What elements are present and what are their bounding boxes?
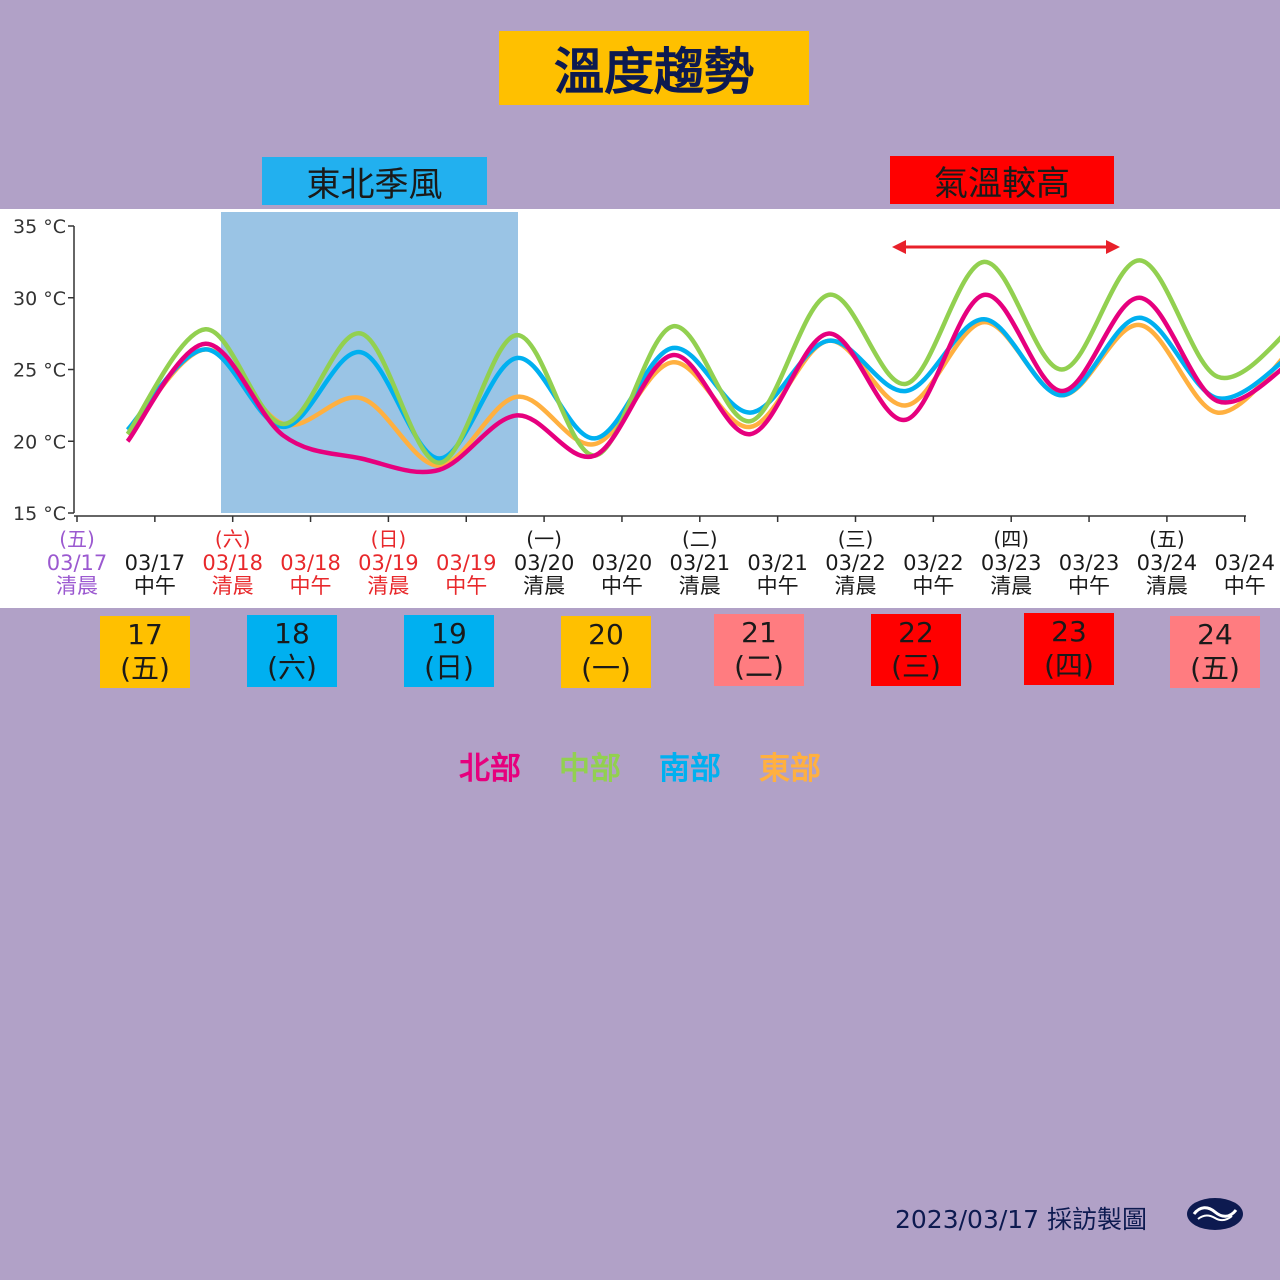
day-box-20: 20 (一): [561, 616, 651, 688]
x-time-label: 清晨: [523, 574, 565, 598]
x-time-label: 清晨: [679, 574, 721, 598]
monsoon-label: 東北季風: [262, 157, 487, 205]
day-date: 18: [274, 617, 310, 650]
x-date-label: 03/19: [436, 551, 497, 575]
series-line-2: [125, 315, 1280, 461]
x-date-label: 03/18: [202, 551, 263, 575]
warm-label: 氣溫較高: [890, 156, 1114, 204]
day-weekday: (三): [891, 650, 941, 683]
y-tick-label: 25 °C: [13, 360, 66, 382]
chart-panel: 35 °C 30 °C 25 °C 20 °C 15 °C (五) 03/17 清晨 03/1…: [0, 209, 1280, 608]
x-weekday-label: (五): [1149, 527, 1185, 551]
day-date: 17: [127, 618, 163, 651]
x-date-label: 03/21: [670, 551, 731, 575]
day-weekday: (二): [734, 650, 784, 683]
x-time-label: 清晨: [367, 574, 409, 598]
day-weekday: (六): [267, 651, 317, 684]
day-box-24: 24 (五): [1170, 616, 1260, 688]
day-date: 24: [1197, 618, 1233, 651]
y-tick-label: 35 °C: [13, 216, 66, 238]
series-line-1: [125, 258, 1280, 466]
series-line-0: [125, 292, 1280, 475]
day-weekday: (五): [120, 652, 170, 685]
day-box-22: 22 (三): [871, 614, 961, 686]
x-weekday-label: (三): [838, 527, 874, 551]
day-box-21: 21 (二): [714, 614, 804, 686]
x-weekday-label: (五): [59, 527, 95, 551]
x-time-label: 中午: [757, 574, 799, 598]
x-weekday-label: (一): [526, 527, 562, 551]
x-time-label: 中午: [1068, 574, 1110, 598]
legend-central: 中部: [559, 751, 621, 787]
day-date: 19: [431, 617, 467, 650]
day-date: 20: [588, 618, 624, 651]
x-weekday-label: (六): [215, 527, 251, 551]
x-time-label: 中午: [134, 574, 176, 598]
x-date-label: 03/17: [47, 551, 108, 575]
day-date: 22: [898, 616, 934, 649]
monsoon-shade: [221, 212, 518, 513]
day-weekday: (五): [1190, 652, 1240, 685]
x-date-label: 03/20: [592, 551, 653, 575]
x-date-label: 03/18: [280, 551, 341, 575]
x-date-label: 03/19: [358, 551, 419, 575]
x-date-label: 03/20: [514, 551, 575, 575]
x-date-label: 03/17: [125, 551, 186, 575]
legend-south: 南部: [659, 751, 721, 787]
day-weekday: (日): [424, 651, 474, 684]
x-date-label: 03/24: [1137, 551, 1198, 575]
x-time-label: 清晨: [212, 574, 254, 598]
day-date: 23: [1051, 615, 1087, 648]
day-box-19: 19 (日): [404, 615, 494, 687]
footer-credit: 2023/03/17 採訪製圖: [895, 1205, 1148, 1234]
legend: 北部 中部 南部 東部: [0, 743, 1280, 788]
temperature-chart: 35 °C30 °C25 °C20 °C15 °C (五)03/17清晨03/1…: [13, 212, 1280, 598]
x-date-label: 03/23: [1059, 551, 1120, 575]
day-weekday: (一): [581, 652, 631, 685]
y-tick-label: 15 °C: [13, 503, 66, 525]
x-time-label: 清晨: [835, 574, 877, 598]
x-time-label: 中午: [445, 574, 487, 598]
y-tick-label: 30 °C: [13, 288, 66, 310]
x-time-label: 清晨: [1146, 574, 1188, 598]
day-weekday: (四): [1044, 649, 1094, 682]
warm-range-arrow: [892, 240, 1120, 254]
x-weekday-label: (二): [682, 527, 718, 551]
x-date-label: 03/22: [903, 551, 964, 575]
x-date-label: 03/24: [1214, 551, 1275, 575]
x-weekday-label: (四): [993, 527, 1029, 551]
day-box-17: 17 (五): [100, 616, 190, 688]
x-time-label: 中午: [912, 574, 954, 598]
x-date-label: 03/23: [981, 551, 1042, 575]
x-time-label: 中午: [290, 574, 332, 598]
legend-east: 東部: [759, 751, 821, 787]
page-title: 溫度趨勢: [499, 31, 809, 105]
agency-logo-icon: [1187, 1198, 1243, 1230]
legend-north: 北部: [459, 751, 521, 787]
x-time-label: 清晨: [56, 574, 98, 598]
day-box-23: 23 (四): [1024, 613, 1114, 685]
x-date-label: 03/22: [825, 551, 886, 575]
x-time-label: 中午: [1224, 574, 1266, 598]
x-weekday-label: (日): [371, 527, 407, 551]
day-date: 21: [741, 616, 777, 649]
x-time-label: 中午: [601, 574, 643, 598]
x-time-label: 清晨: [990, 574, 1032, 598]
y-tick-label: 20 °C: [13, 431, 66, 453]
day-box-18: 18 (六): [247, 615, 337, 687]
x-date-label: 03/21: [747, 551, 808, 575]
